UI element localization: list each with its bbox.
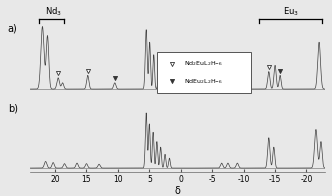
Text: a): a) (8, 23, 18, 33)
Text: Nd$_3$: Nd$_3$ (45, 5, 62, 18)
Text: Nd$_2$EuL$_2$H$_{-6}$: Nd$_2$EuL$_2$H$_{-6}$ (184, 59, 222, 68)
FancyBboxPatch shape (157, 52, 252, 93)
X-axis label: δ: δ (175, 186, 181, 196)
Text: Eu$_3$: Eu$_3$ (283, 5, 299, 18)
Text: NdEu$_2$L$_2$H$_{-6}$: NdEu$_2$L$_2$H$_{-6}$ (184, 77, 222, 86)
Text: b): b) (8, 103, 18, 113)
